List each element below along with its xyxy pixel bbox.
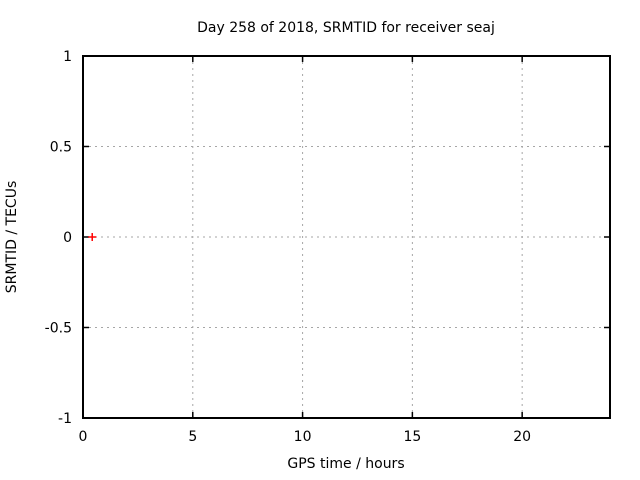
x-tick-label: 10 (294, 429, 312, 445)
x-tick-label: 5 (188, 429, 197, 445)
x-tick-label: 0 (79, 429, 88, 445)
x-tick-label: 20 (513, 429, 531, 445)
y-axis-label: SRMTID / TECUs (4, 181, 20, 294)
chart-title: Day 258 of 2018, SRMTID for receiver sea… (197, 20, 495, 36)
y-tick-label: 0.5 (50, 140, 72, 156)
plot-border (82, 55, 611, 419)
data-point-marker (88, 233, 97, 241)
y-tick-label: -0.5 (45, 321, 72, 337)
y-tick-label: -1 (58, 411, 72, 427)
y-tick-label: 1 (63, 49, 72, 65)
x-tick-label: 15 (403, 429, 421, 445)
plot-area: 0 5 10 15 20 -1 -0.5 0 0.5 1 (45, 49, 611, 445)
x-axis-label: GPS time / hours (287, 456, 404, 472)
y-tick-label: 0 (63, 230, 72, 246)
